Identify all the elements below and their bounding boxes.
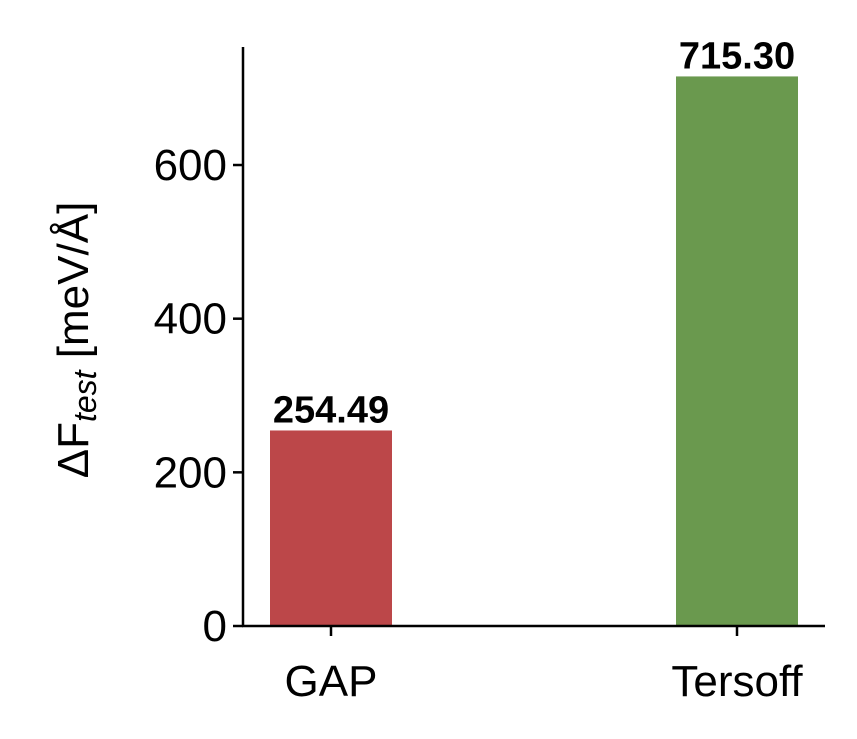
y-tick-label: 400 [154, 295, 227, 344]
y-axis-label: ΔFtest [meV/Å] [49, 202, 103, 479]
bar [270, 430, 392, 626]
value-label: 715.30 [679, 35, 795, 77]
x-tick-label: Tersoff [671, 657, 803, 706]
value-label: 254.49 [273, 389, 389, 431]
bar [676, 76, 798, 626]
x-tick-label: GAP [285, 657, 378, 706]
y-axis-label-subscript: test [67, 369, 103, 422]
y-tick-label: 600 [154, 141, 227, 190]
y-axis-label-unit: [meV/Å] [49, 202, 98, 371]
y-tick-label: 200 [154, 448, 227, 497]
y-tick-label: 0 [203, 602, 227, 651]
y-axis-label-main: ΔF [49, 422, 98, 478]
